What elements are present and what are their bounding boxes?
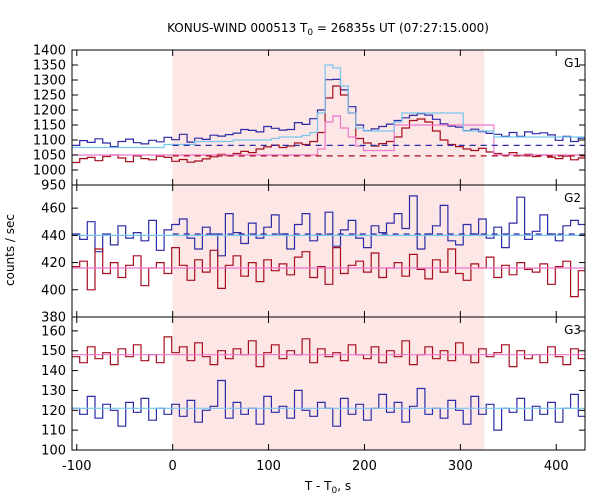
- series-blue-histogram: [72, 379, 585, 431]
- series-red-histogram: [72, 247, 585, 298]
- chart-title: KONUS-WIND 000513 T0 = 26835s UT (07:27:…: [167, 21, 489, 38]
- series-cyan-histogram: [72, 64, 585, 149]
- panel-data: [72, 336, 585, 431]
- chart-title-tail: = 26835s UT (07:27:15.000): [313, 21, 489, 35]
- y-tick-label: 120: [41, 404, 66, 419]
- y-tick-label: 160: [41, 324, 66, 339]
- chart-title-main: KONUS-WIND 000513 T: [167, 21, 308, 35]
- y-tick-label: 1100: [33, 134, 66, 149]
- y-tick-label: 1300: [33, 74, 66, 89]
- y-tick-label: 110: [41, 424, 66, 439]
- x-axis-title: T - T0, s: [304, 479, 351, 496]
- y-tick-label: 140: [41, 364, 66, 379]
- panel-label: G2: [564, 191, 581, 205]
- y-tick-label: 380: [41, 311, 66, 326]
- panel-data: [72, 195, 585, 298]
- panel-g3: 100 110 120 130 140 150 160 G3: [41, 316, 586, 459]
- y-tick-label: 1050: [33, 149, 66, 164]
- x-axis: -100 0 100 200 300 400: [62, 459, 569, 474]
- y-tick-label: 130: [41, 384, 66, 399]
- y-tick-label: 950: [41, 179, 66, 194]
- panel-label: G1: [564, 56, 581, 70]
- shaded-interval: [172, 50, 485, 185]
- y-tick-label: 400: [41, 283, 66, 298]
- shaded-interval: [172, 185, 485, 317]
- y-tick-label: 1350: [33, 59, 66, 74]
- x-tick-label: 100: [256, 459, 281, 474]
- x-tick-label: 0: [169, 459, 177, 474]
- panel-g2: 380 400 420 440 460 G2: [41, 184, 586, 326]
- y-tick-label: 1200: [33, 104, 66, 119]
- panel-frame: [71, 316, 586, 451]
- x-tick-label: 200: [352, 459, 377, 474]
- x-axis-title-tail: , s: [337, 479, 351, 493]
- y-tick-label: 150: [41, 344, 66, 359]
- shaded-interval: [172, 317, 485, 450]
- panel-data: [72, 64, 585, 164]
- x-tick-label: 300: [448, 459, 473, 474]
- y-tick-label: 460: [41, 202, 66, 217]
- y-tick-label: 1400: [33, 44, 66, 59]
- series-pink-histogram: [72, 115, 585, 156]
- x-tick-label: -100: [62, 459, 92, 474]
- x-axis-title-main: T - T: [304, 479, 332, 493]
- y-tick-label: 440: [41, 229, 66, 244]
- y-tick-label: 1150: [33, 119, 66, 134]
- x-axis-title-subscript: 0: [332, 486, 338, 496]
- y-axis-title: counts / sec: [3, 214, 17, 286]
- series-blue-histogram: [72, 78, 585, 148]
- series-blue-histogram: [72, 195, 585, 257]
- chart-title-subscript: 0: [307, 28, 313, 38]
- y-tick-label: 420: [41, 256, 66, 271]
- x-tick-label: 400: [544, 459, 569, 474]
- panel-label: G3: [564, 323, 581, 337]
- y-tick-label: 1000: [33, 164, 66, 179]
- y-tick-label: 1250: [33, 89, 66, 104]
- y-tick-label: 100: [41, 444, 66, 459]
